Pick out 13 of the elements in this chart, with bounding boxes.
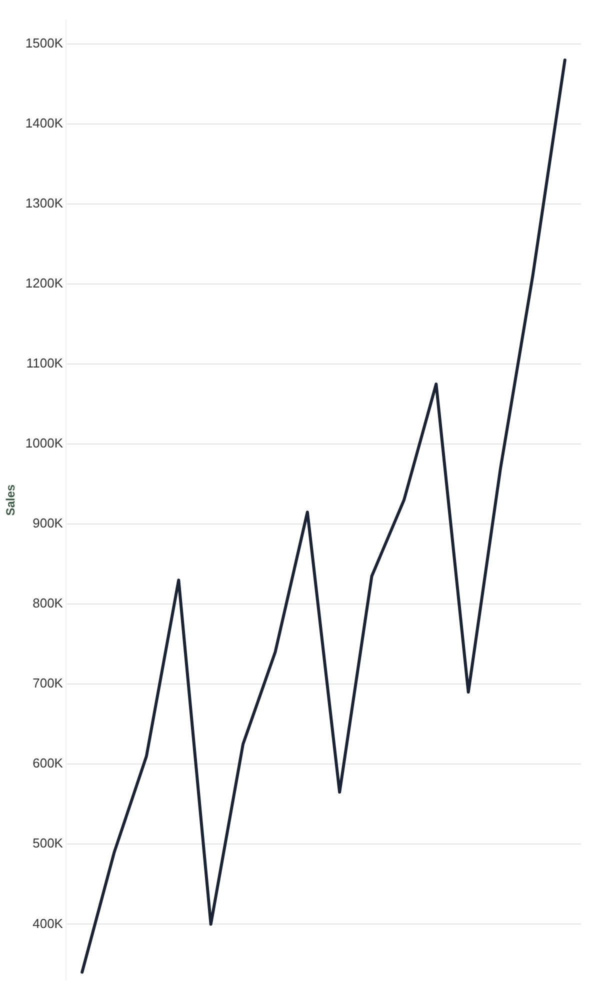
y-tick-label: 1400K [25,116,64,131]
y-tick-label: 1500K [25,36,64,51]
y-tick-label: 700K [32,676,64,691]
y-tick-label: 600K [32,756,64,771]
y-tick-label: 1200K [25,276,64,291]
y-tick-label: 1100K [26,356,64,371]
y-tick-label: 400K [32,916,64,931]
y-tick-label: 800K [32,596,64,611]
y-tick-label: 500K [32,836,64,851]
y-tick-label: 1000K [25,436,64,451]
y-tick-label: 1300K [25,196,64,211]
y-tick-label: 900K [32,516,64,531]
y-axis-title: Sales [4,484,18,516]
